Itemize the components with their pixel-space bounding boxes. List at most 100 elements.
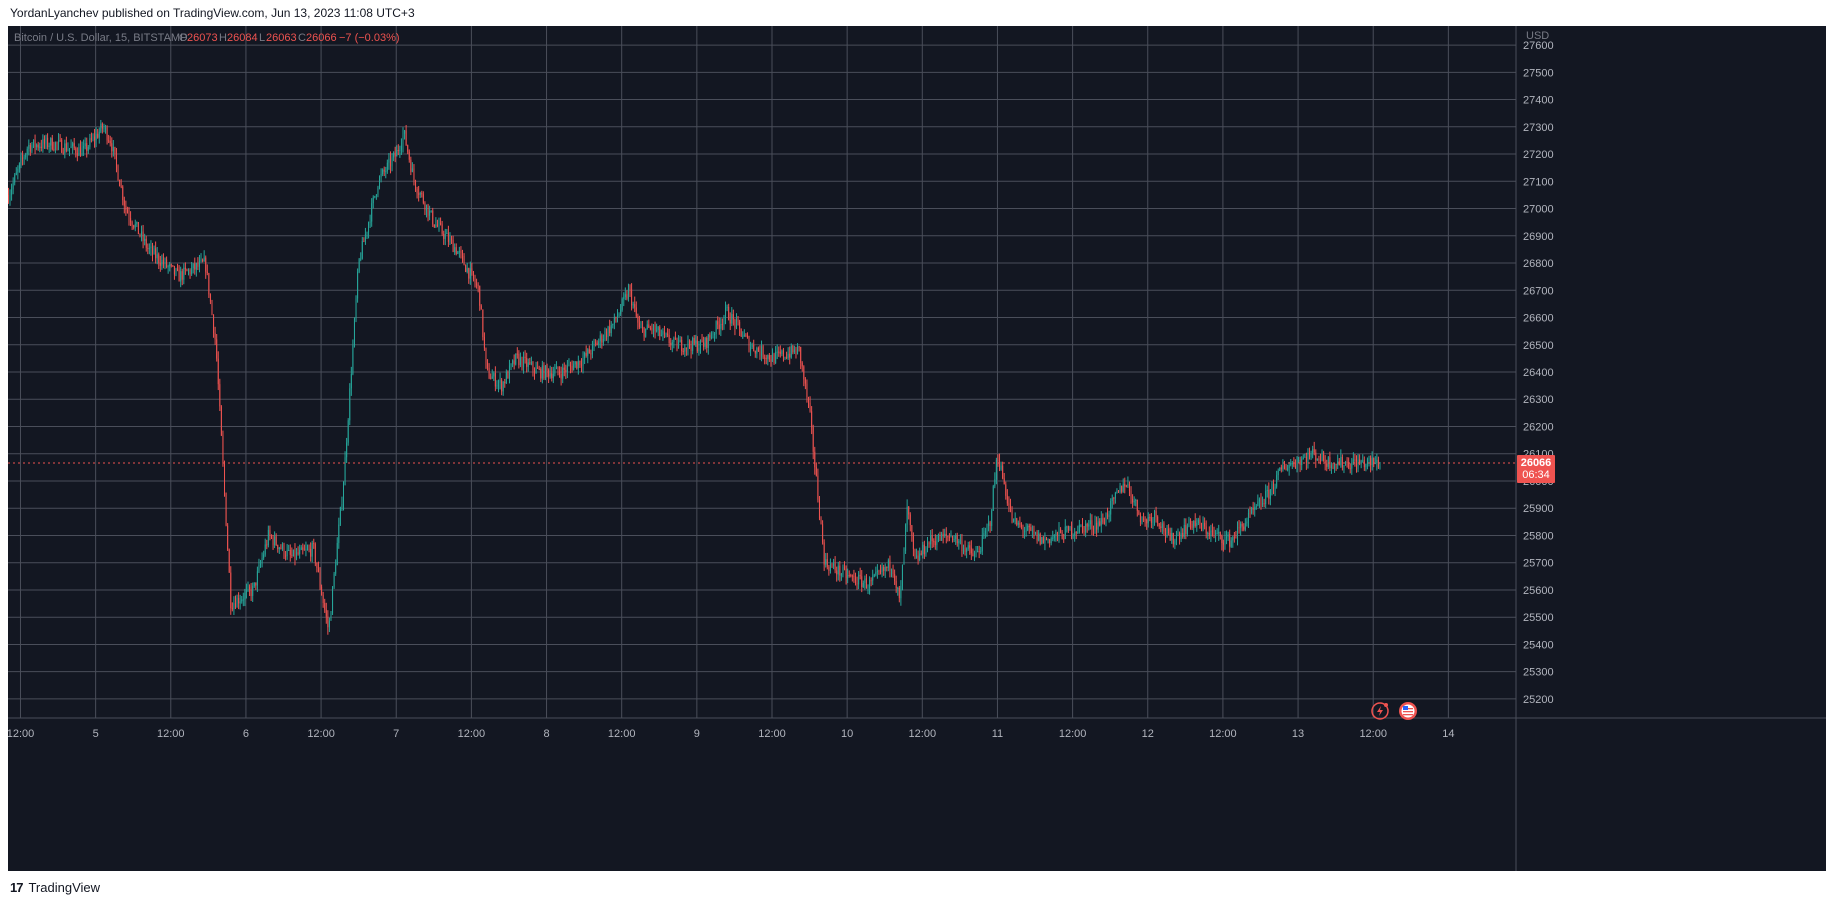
candle [180, 266, 182, 288]
candle [1230, 537, 1232, 548]
candle [141, 225, 143, 242]
candle [923, 540, 925, 560]
legend-symbol[interactable]: Bitcoin / U.S. Dollar, 15, BITSTAMP [14, 32, 187, 44]
candle [972, 548, 974, 557]
candle [463, 253, 465, 266]
legend-h-label: H [219, 32, 227, 44]
candle [1332, 463, 1334, 470]
candle [1310, 450, 1312, 460]
candle [1121, 485, 1123, 494]
candle [1273, 479, 1275, 495]
candle [1144, 516, 1146, 527]
candle [656, 323, 658, 333]
candle [349, 383, 351, 426]
candle [302, 543, 304, 555]
candle [1179, 531, 1181, 545]
candle [815, 462, 817, 477]
candle [562, 363, 564, 384]
candle [39, 142, 41, 153]
candle [148, 243, 150, 255]
candle [42, 134, 44, 153]
candle [350, 366, 352, 396]
candle [1265, 484, 1267, 509]
lightning-icon[interactable] [1371, 702, 1389, 720]
candle [47, 133, 49, 150]
candle [126, 206, 128, 214]
candle [1075, 531, 1077, 540]
candle [36, 143, 38, 151]
time-tick-label: 5 [93, 728, 99, 740]
candle [786, 351, 788, 360]
candle [256, 566, 258, 592]
candle [922, 541, 924, 559]
candle [771, 348, 773, 362]
candle [78, 143, 80, 157]
candle [151, 242, 153, 262]
candle [674, 331, 676, 340]
candle [792, 344, 794, 355]
candle [1009, 498, 1011, 513]
candle [912, 532, 914, 557]
candle [532, 361, 534, 377]
candle [1309, 447, 1311, 460]
candle [1146, 518, 1148, 530]
candle [357, 268, 359, 303]
candle [858, 571, 860, 590]
candle [901, 564, 903, 591]
candle [649, 325, 651, 331]
candle [313, 538, 315, 549]
candle [11, 183, 13, 201]
candle [735, 313, 737, 330]
candle [535, 361, 537, 374]
candle [840, 572, 842, 581]
chart-area[interactable]: Bitcoin / U.S. Dollar, 15, BITSTAMP O 26… [8, 26, 1826, 871]
candle [1105, 512, 1107, 527]
candle [436, 219, 438, 228]
candle [109, 135, 111, 147]
candle [438, 217, 440, 232]
candle [499, 372, 501, 390]
candle [527, 358, 529, 372]
candle [909, 512, 911, 532]
candle [773, 352, 775, 365]
candle [385, 166, 387, 179]
candle [914, 548, 916, 560]
candle [1174, 538, 1176, 550]
us-flag-icon[interactable] [1399, 702, 1417, 720]
candle [1155, 506, 1157, 523]
candle [926, 536, 928, 553]
candle [1232, 535, 1234, 548]
candle [344, 451, 346, 486]
candle [1099, 518, 1101, 527]
candle [1141, 516, 1143, 525]
time-tick-label: 9 [694, 728, 700, 740]
candle [627, 283, 629, 302]
candle [379, 175, 381, 190]
candle [1312, 445, 1314, 459]
candle [808, 396, 810, 409]
price-chart[interactable]: Bitcoin / U.S. Dollar, 15, BITSTAMP O 26… [8, 26, 1826, 871]
candle [358, 257, 360, 274]
candle [992, 484, 994, 511]
candle [635, 301, 637, 318]
candle [158, 252, 160, 270]
candle [105, 124, 107, 134]
candle [247, 581, 249, 593]
candle [1080, 524, 1082, 528]
candle [936, 534, 938, 551]
candle [28, 139, 30, 156]
candle [757, 346, 759, 353]
candle [33, 139, 35, 149]
candle [162, 253, 164, 269]
candle [715, 320, 717, 339]
candle [1318, 455, 1320, 464]
candle [341, 496, 343, 511]
footer-brand[interactable]: TradingView [28, 880, 101, 895]
candle [731, 307, 733, 327]
candle [549, 365, 551, 379]
candle [593, 338, 595, 352]
candle [911, 524, 913, 542]
candle [83, 139, 85, 156]
candle [501, 377, 503, 396]
candle [1008, 496, 1010, 513]
